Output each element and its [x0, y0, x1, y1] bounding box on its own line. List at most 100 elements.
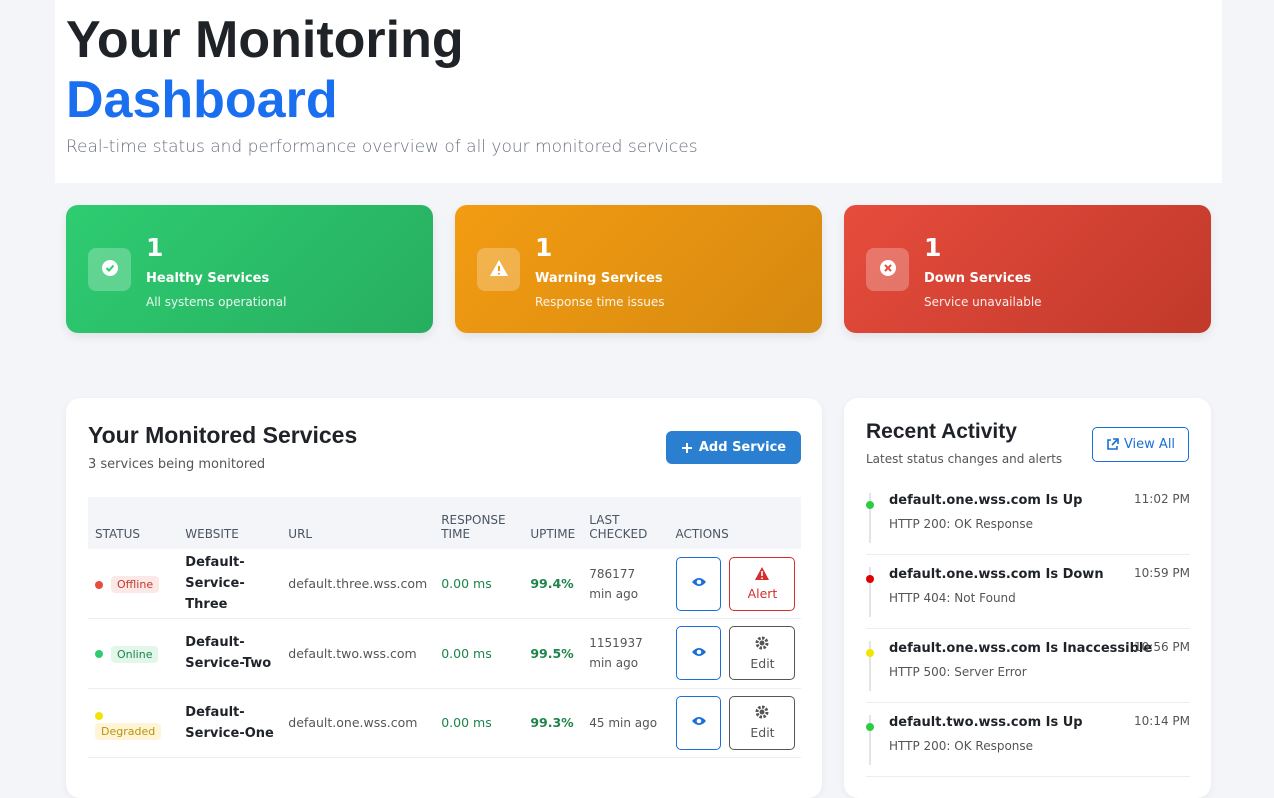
- last-checked-cell: 1151937 min ago: [582, 618, 669, 689]
- uptime-cell: 99.4%: [523, 549, 583, 619]
- activity-item: default.one.wss.com Is Down HTTP 404: Not…: [866, 555, 1190, 629]
- stat-count: 1: [146, 233, 164, 262]
- action-icon-shape: [755, 566, 770, 580]
- service-row: Degraded Default-Service-One default.one.w…: [88, 688, 801, 758]
- eye-icon-shape: [696, 579, 702, 585]
- eye-icon: [691, 576, 707, 591]
- action-icon-shape: [759, 640, 765, 646]
- activity-title: default.one.wss.com Is Down: [889, 567, 1104, 582]
- activity-item: default.one.wss.com Is Up HTTP 200: OK Re…: [866, 481, 1190, 555]
- activity-title: default.one.wss.com Is Up: [889, 493, 1083, 508]
- external-icon: [1107, 438, 1119, 450]
- title: Your Monitoring: [66, 11, 464, 69]
- url-cell: default.three.wss.com: [281, 549, 435, 619]
- timeline-line: [869, 715, 871, 765]
- stat-label: Down Services: [924, 271, 1032, 286]
- column-header: UPTIME: [523, 497, 583, 549]
- activity-detail: HTTP 500: Server Error: [889, 665, 1027, 679]
- activity-item: default.two.wss.com Is Up HTTP 200: OK Re…: [866, 703, 1190, 777]
- activity-dot: [866, 649, 874, 657]
- plus-icon: [681, 442, 692, 453]
- website-cell: Default-Service-Three: [178, 549, 282, 619]
- website-cell: Default-Service-One: [178, 688, 282, 758]
- stat-icon: [477, 248, 520, 291]
- eye-icon-shape: [696, 649, 702, 655]
- stat-label: Warning Services: [535, 271, 663, 286]
- subtitle: Real-time status and performance overvie…: [66, 137, 698, 157]
- stat-note: Response time issues: [535, 295, 665, 309]
- status-dot: [95, 650, 103, 659]
- last-checked-cell: 45 min ago: [582, 688, 669, 758]
- column-header: RESPONSE TIME: [434, 497, 524, 549]
- column-header: LAST CHECKED: [582, 497, 669, 549]
- services-title: Your Monitored Services: [88, 422, 358, 448]
- activity-dot: [866, 723, 874, 731]
- timeline-line: [869, 567, 871, 617]
- eye-icon-shape: [696, 718, 702, 724]
- activity-time: 10:56 PM: [1134, 640, 1190, 654]
- service-row: Offline Default-Service-Three default.thre…: [88, 549, 801, 619]
- stat-icon-svg: [101, 259, 119, 281]
- activity-time: 10:59 PM: [1134, 566, 1190, 580]
- activity-time: 10:14 PM: [1134, 714, 1190, 728]
- stat-icon-svg-shape: [101, 259, 118, 276]
- activity-dot: [866, 501, 874, 509]
- uptime-cell: 99.5%: [523, 618, 583, 689]
- edit-button[interactable]: Edit: [729, 695, 796, 750]
- activity-item: default.one.wss.com Is Inaccessible HTTP …: [866, 629, 1190, 703]
- stat-icon: [88, 248, 131, 291]
- eye-icon: [691, 715, 707, 730]
- action-icon-shape: [755, 636, 769, 650]
- column-header: ACTIONS: [668, 497, 801, 549]
- response-time-cell: 0.00 ms: [434, 688, 524, 758]
- activity-list: default.one.wss.com Is Up HTTP 200: OK Re…: [866, 481, 1190, 777]
- view-button[interactable]: [676, 626, 722, 681]
- response-time-cell: 0.00 ms: [434, 549, 524, 619]
- action-icon-shape: [755, 705, 769, 719]
- table-body: Offline Default-Service-Three default.thre…: [88, 549, 801, 758]
- column-header: WEBSITE: [178, 497, 282, 549]
- add-service-label: Add Service: [698, 440, 787, 455]
- stat-note: Service unavailable: [924, 295, 1042, 309]
- activity-title: default.one.wss.com Is Inaccessible: [889, 641, 1153, 656]
- stat-icon-svg-shape: [489, 259, 508, 276]
- services-subtitle: 3 services being monitored: [88, 457, 266, 472]
- action-icon-shape: [755, 705, 769, 719]
- eye-icon-shape: [691, 717, 706, 726]
- status-dot: [95, 712, 103, 721]
- status-cell: Offline: [88, 549, 179, 619]
- stat-icon-svg: [879, 259, 897, 281]
- service-row: Online Default-Service-Two default.two.wss…: [88, 618, 801, 689]
- status-badge: Degraded: [95, 722, 162, 740]
- header: Your Monitoring Dashboard Real-time stat…: [55, 0, 1222, 183]
- alert-button[interactable]: Alert: [729, 556, 796, 611]
- stat-card: 1 Warning Services Response time issues: [455, 205, 822, 333]
- action-icon: [755, 705, 769, 722]
- status-badge: Online: [111, 645, 159, 663]
- activity-card: Recent Activity Latest status changes an…: [844, 398, 1211, 798]
- action-icon: [755, 636, 769, 653]
- activity-time: 11:02 PM: [1134, 492, 1190, 506]
- action-icon: [755, 566, 770, 583]
- view-button[interactable]: [676, 556, 722, 611]
- view-all-label: View All: [1123, 437, 1176, 452]
- stat-note: All systems operational: [146, 295, 287, 309]
- add-service-button[interactable]: Add Service: [666, 431, 801, 464]
- eye-icon-shape: [691, 647, 706, 656]
- services-table: STATUS WEBSITE URL RESPONSE TIME UPTIME LAST …: [88, 497, 801, 758]
- activity-dot: [866, 575, 874, 583]
- column-header: STATUS: [88, 497, 179, 549]
- table-header: STATUS WEBSITE URL RESPONSE TIME UPTIME LAST …: [88, 497, 801, 549]
- url-cell: default.two.wss.com: [281, 618, 435, 689]
- stat-icon-svg-shape: [105, 264, 114, 272]
- page: Your Monitoring Dashboard Real-time stat…: [55, 0, 1222, 798]
- url-cell: default.one.wss.com: [281, 688, 435, 758]
- status-badge: Offline: [111, 576, 160, 593]
- activity-detail: HTTP 200: OK Response: [889, 517, 1034, 531]
- action-icon-shape: [759, 709, 765, 715]
- view-button[interactable]: [676, 695, 722, 750]
- status-cell: Online: [88, 618, 179, 689]
- stat-count: 1: [924, 233, 942, 262]
- edit-button[interactable]: Edit: [729, 626, 796, 681]
- view-all-button[interactable]: View All: [1092, 427, 1189, 462]
